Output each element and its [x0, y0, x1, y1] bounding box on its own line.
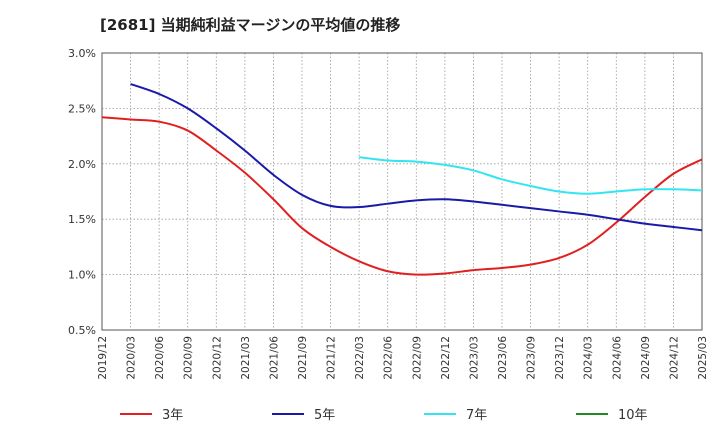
y-tick-label: 3.0%: [68, 47, 96, 60]
y-tick-label: 1.5%: [68, 213, 96, 226]
x-tick-label: 2023/09: [526, 336, 538, 380]
x-tick-label: 2022/06: [383, 336, 395, 380]
x-tick-label: 2020/09: [183, 336, 195, 380]
plot-frame: [101, 52, 703, 331]
x-tick-label: 2022/03: [354, 336, 366, 380]
series-line-0: [101, 116, 703, 276]
x-tick-label: 2023/12: [554, 336, 566, 380]
x-tick-label: 2025/03: [697, 336, 709, 380]
y-tick-label: 2.0%: [68, 158, 96, 171]
chart-title: [2681] 当期純利益マージンの平均値の推移: [100, 16, 401, 34]
x-tick-label: 2022/09: [411, 336, 423, 380]
x-tick-label: 2024/09: [640, 336, 652, 380]
x-tick-label: 2023/03: [468, 336, 480, 380]
y-tick-label: 0.5%: [68, 324, 96, 337]
y-tick-label: 1.0%: [68, 269, 96, 282]
x-tick-label: 2024/12: [668, 336, 680, 380]
x-tick-label: 2021/06: [268, 336, 280, 380]
x-tick-label: 2024/03: [583, 336, 595, 380]
series-line-2: [359, 156, 703, 195]
x-tick-label: 2023/06: [497, 336, 509, 380]
x-tick-label: 2022/12: [440, 336, 452, 380]
legend-label-2: 7年: [466, 408, 487, 423]
legend-label-3: 10年: [618, 408, 648, 423]
x-tick-label: 2021/03: [240, 336, 252, 380]
legend-label-1: 5年: [314, 408, 335, 423]
x-tick-label: 2021/09: [297, 336, 309, 380]
x-tick-label: 2020/03: [126, 336, 138, 380]
y-tick-label: 2.5%: [68, 102, 96, 115]
x-tick-label: 2020/12: [211, 336, 223, 380]
x-tick-label: 2019/12: [97, 336, 109, 380]
x-tick-label: 2020/06: [154, 336, 166, 380]
x-tick-label: 2021/12: [326, 336, 338, 380]
x-tick-label: 2024/06: [611, 336, 623, 380]
series-line-1: [130, 83, 703, 232]
legend-label-0: 3年: [162, 408, 183, 423]
